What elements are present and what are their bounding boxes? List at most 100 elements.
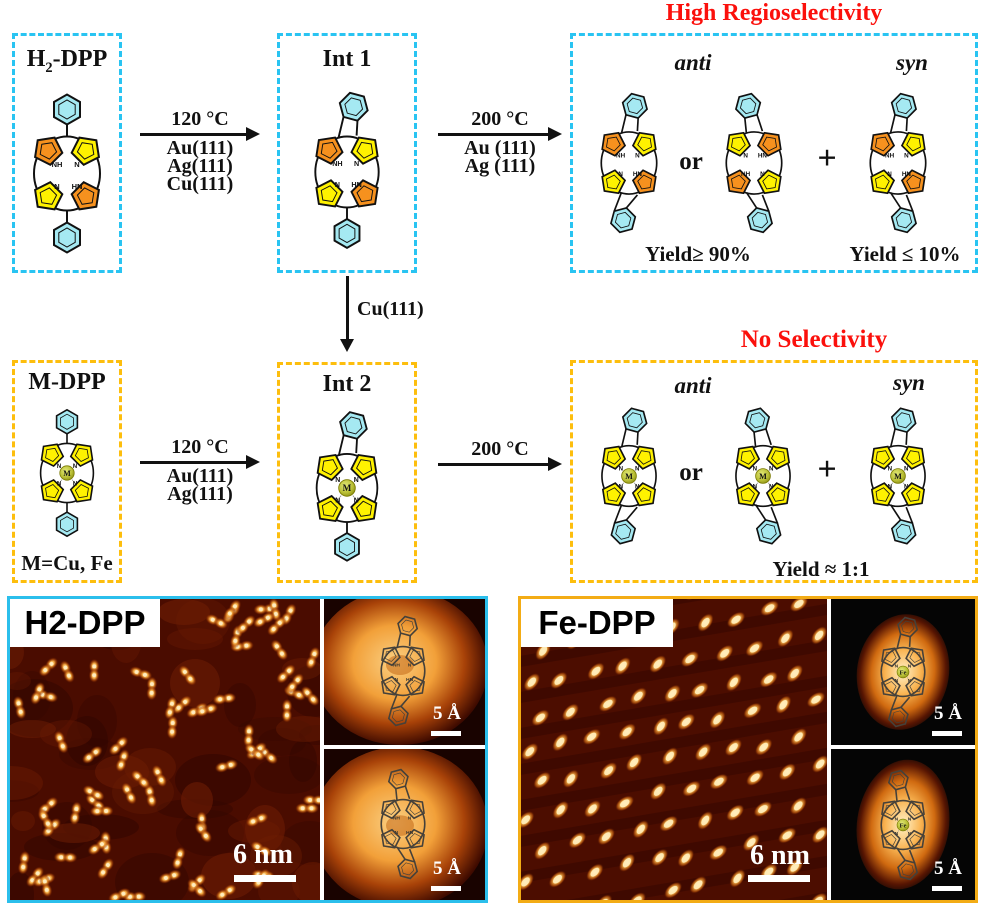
- svg-text:N: N: [408, 816, 412, 822]
- arrow-1-line3: Cu(111): [166, 173, 234, 195]
- svg-text:HN: HN: [351, 180, 361, 189]
- arrow-1-line1: Au(111): [166, 137, 234, 159]
- svg-text:N: N: [895, 664, 899, 670]
- svg-text:NH: NH: [616, 153, 626, 160]
- svg-text:M: M: [343, 483, 352, 493]
- svg-text:N: N: [335, 497, 340, 504]
- arrow-1: 120 °C Au(111) Ag(111) Cu(111): [140, 108, 260, 204]
- box-h2dpp-title: H2-DPP: [26, 46, 108, 76]
- inset-scalebar: [431, 886, 461, 891]
- svg-text:N: N: [635, 466, 640, 473]
- arrow-4-head: [548, 457, 562, 471]
- molecule-h2dpp: NH N N HN: [17, 76, 117, 271]
- arrow-vertical-label: Cu(111): [357, 298, 424, 320]
- box-int1: Int 1 NH N N HN: [277, 33, 417, 273]
- arrow-1-below: Au(111) Ag(111) Cu(111): [140, 137, 260, 195]
- svg-text:N: N: [895, 678, 899, 684]
- svg-text:N: N: [335, 477, 340, 484]
- label-syn-top: syn: [896, 50, 928, 75]
- svg-text:HN: HN: [633, 171, 643, 178]
- arrow-vertical-head: [340, 339, 354, 352]
- svg-text:N: N: [354, 497, 359, 504]
- svg-text:M: M: [625, 472, 633, 481]
- molecule-syn1: NH N N HN: [856, 80, 940, 246]
- svg-text:NH: NH: [393, 816, 401, 822]
- yield-anti: Yield≥ 90%: [645, 242, 751, 266]
- arrow-3: 120 °C Au(111) Ag(111): [140, 436, 260, 514]
- box-int2-title: Int 2: [322, 371, 372, 397]
- svg-text:N: N: [354, 477, 359, 484]
- svg-text:N: N: [895, 831, 899, 837]
- stm-inset-fedpp-bottom: N N N N Fe 5 Å: [831, 749, 975, 900]
- label-plus-bottom: +: [817, 451, 837, 488]
- svg-text:N: N: [908, 817, 912, 823]
- label-or-bottom: or: [679, 459, 703, 486]
- inset-scalebar-label: 5 Å: [934, 858, 962, 879]
- box-mdpp-title: M-DPP: [28, 369, 106, 395]
- inset-scalebar: [932, 886, 962, 891]
- label-plus-top: +: [817, 140, 837, 177]
- arrow-2-head: [548, 127, 562, 141]
- stm-inset-h2dpp-top: NH N N HN 5 Å: [324, 599, 485, 745]
- arrow-4-above: 200 °C: [471, 438, 529, 460]
- scalebar-label-h2: 6 nm: [233, 839, 293, 870]
- svg-text:N: N: [769, 484, 774, 491]
- arrow-2-above: 200 °C: [471, 108, 529, 130]
- scalebar-label-fe: 6 nm: [750, 840, 810, 871]
- svg-text:NH: NH: [52, 160, 63, 169]
- arrow-2-line1: Au (111): [464, 137, 536, 159]
- arrow-4: 200 °C: [438, 438, 562, 486]
- svg-text:N: N: [635, 153, 640, 160]
- svg-text:NH: NH: [885, 153, 895, 160]
- molecule-anti1: NH N N HN: [587, 80, 671, 246]
- svg-text:N: N: [888, 466, 893, 473]
- molecule-anti2: N HN NH N: [712, 80, 796, 246]
- svg-text:N: N: [743, 153, 748, 160]
- stm-inset-fedpp-top: N N N N Fe 5 Å: [831, 599, 975, 745]
- molecule-overlay-fe-top: N N N N Fe: [870, 607, 936, 737]
- svg-text:N: N: [395, 677, 399, 683]
- molecule-int1: NH N N HN: [299, 74, 395, 270]
- svg-text:N: N: [887, 171, 892, 178]
- stm-image-h2dpp: [10, 599, 320, 900]
- svg-text:N: N: [618, 171, 623, 178]
- svg-text:NH: NH: [393, 663, 401, 669]
- title-high-regioselectivity: High Regioselectivity: [665, 0, 883, 26]
- stm-inset-h2dpp-bottom: NH N N HN 5 Å: [324, 749, 485, 900]
- molecule-overlay-fe-bottom: N N N N Fe: [870, 760, 936, 890]
- svg-text:Fe: Fe: [900, 669, 907, 676]
- arrow-3-line2: Ag(111): [167, 483, 233, 505]
- svg-text:N: N: [888, 484, 893, 491]
- svg-text:N: N: [908, 664, 912, 670]
- arrow-3-head: [246, 455, 260, 469]
- svg-text:N: N: [73, 464, 77, 470]
- yield-1to1: Yield ≈ 1:1: [772, 557, 870, 581]
- stm-panel-fedpp: N N N N Fe 5 Å N N N N Fe 5 Å Fe-DPP 6 nm: [518, 596, 978, 903]
- svg-text:N: N: [335, 180, 340, 189]
- svg-text:N: N: [57, 481, 61, 487]
- svg-text:N: N: [74, 160, 79, 169]
- arrow-3-below: Au(111) Ag(111): [140, 466, 260, 505]
- stm-image-fedpp: [521, 599, 827, 900]
- svg-text:N: N: [73, 481, 77, 487]
- label-syn-bottom: syn: [893, 370, 925, 395]
- svg-text:N: N: [769, 466, 774, 473]
- arrow-2-shaft: [438, 133, 550, 136]
- svg-text:N: N: [395, 830, 399, 836]
- svg-text:N: N: [354, 159, 359, 168]
- svg-text:N: N: [635, 484, 640, 491]
- svg-text:NH: NH: [332, 159, 342, 168]
- inset-scalebar: [431, 731, 461, 736]
- svg-text:HN: HN: [406, 830, 414, 836]
- arrow-3-above: 120 °C: [171, 436, 229, 458]
- svg-text:N: N: [760, 171, 765, 178]
- svg-text:N: N: [904, 484, 909, 491]
- molecule-overlay-h2-top: NH N N HN: [370, 606, 436, 736]
